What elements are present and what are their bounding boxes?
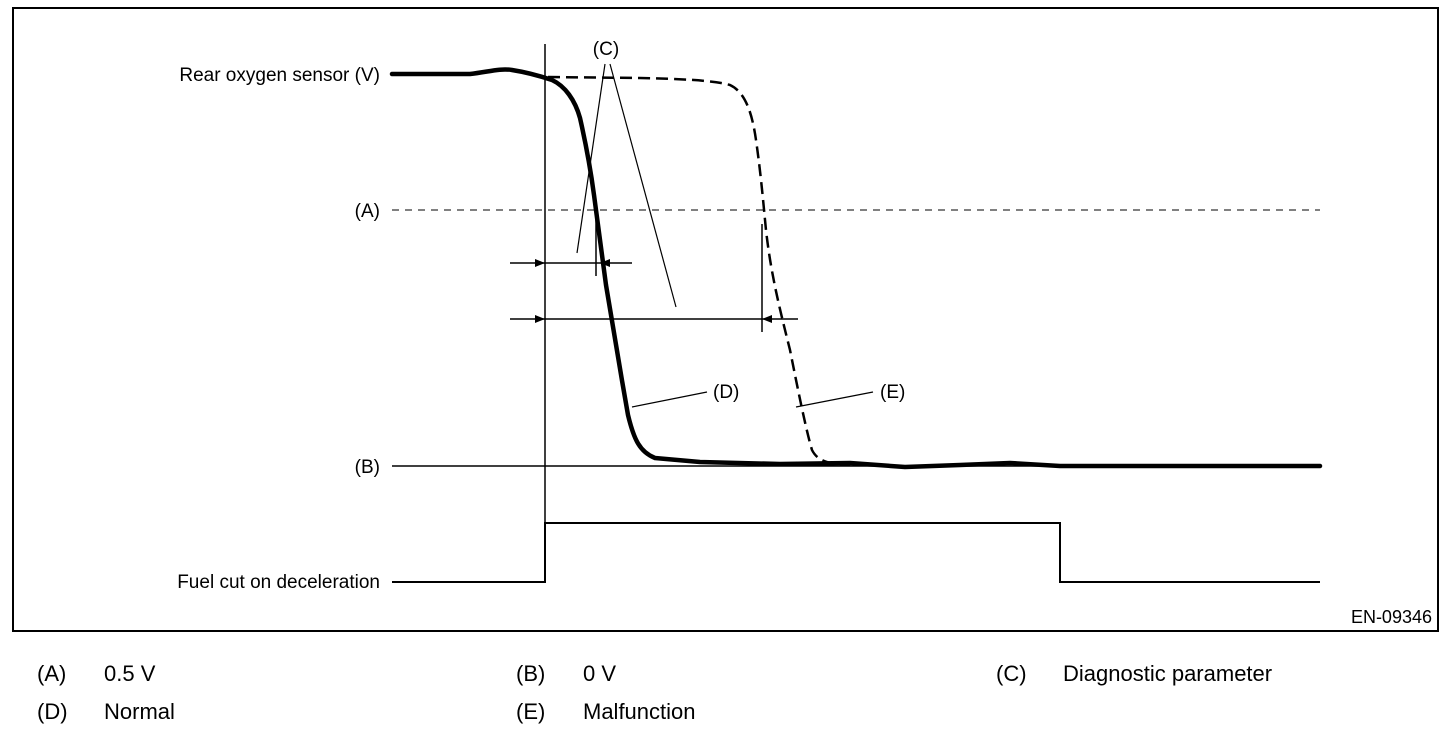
label-fuel-cut: Fuel cut on deceleration xyxy=(177,572,380,593)
legend-value-a: 0.5 V xyxy=(104,661,156,686)
diagram-id-code: EN-09346 xyxy=(1351,607,1432,627)
malfunction-curve-e xyxy=(547,75,851,467)
legend-value-b: 0 V xyxy=(583,661,617,686)
leader-d xyxy=(631,391,708,408)
diagram-frame xyxy=(12,7,1439,632)
legend-value-e: Malfunction xyxy=(583,699,696,724)
normal-curve-d xyxy=(389,67,1323,470)
leader-c-malfunction xyxy=(609,63,677,308)
label-b: (B) xyxy=(355,457,380,478)
legend-value-d: Normal xyxy=(104,699,175,724)
legend-value-c: Diagnostic parameter xyxy=(1063,661,1273,686)
legend-key-d: (D) xyxy=(37,699,68,724)
label-e: (E) xyxy=(880,382,905,403)
fuel-cut-signal xyxy=(392,522,1320,583)
legend-key-a: (A) xyxy=(37,661,67,686)
legend-key-e: (E) xyxy=(516,699,546,724)
leader-e xyxy=(795,391,874,408)
label-d: (D) xyxy=(713,382,739,403)
label-a: (A) xyxy=(355,201,380,222)
label-rear-oxygen-sensor: Rear oxygen sensor (V) xyxy=(179,65,380,86)
legend-key-b: (B) xyxy=(516,661,546,686)
label-c: (C) xyxy=(593,39,619,60)
leader-c-normal xyxy=(576,63,606,254)
legend-key-c: (C) xyxy=(996,661,1027,686)
